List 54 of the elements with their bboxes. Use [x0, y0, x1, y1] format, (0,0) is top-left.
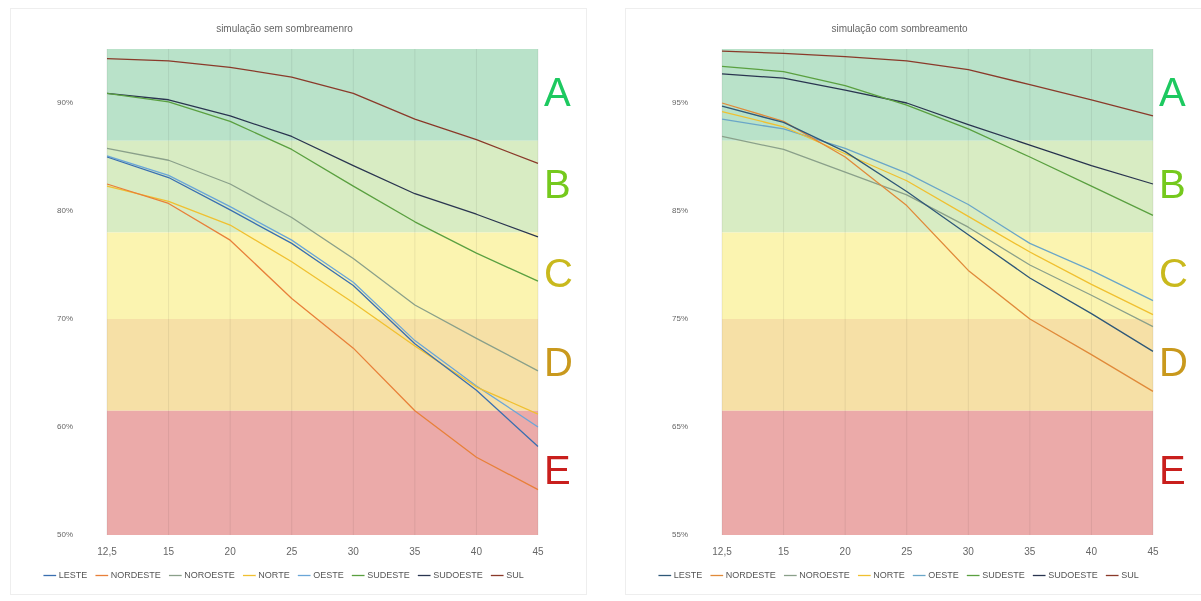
- x-tick-label: 45: [1147, 545, 1159, 557]
- x-tick-label: 40: [470, 545, 483, 557]
- band-label: A: [544, 69, 571, 114]
- x-tick-label: 35: [409, 545, 421, 557]
- band-label: E: [1159, 447, 1186, 492]
- band-label: C: [1159, 250, 1188, 295]
- band-label: D: [544, 339, 573, 384]
- y-tick-label: 60%: [57, 422, 74, 432]
- legend-label: SUDOESTE: [1048, 569, 1098, 580]
- x-tick-label: 35: [1024, 545, 1036, 557]
- y-tick-label: 85%: [672, 206, 689, 216]
- legend-label: NORTE: [873, 569, 905, 580]
- legend-label: OESTE: [313, 569, 344, 580]
- legend-label: SUDESTE: [982, 569, 1025, 580]
- legend-label: NOROESTE: [799, 569, 850, 580]
- legend-label: SUL: [1121, 569, 1139, 580]
- y-tick-label: 90%: [57, 98, 74, 108]
- y-tick-label: 65%: [672, 422, 689, 432]
- y-tick-label: 75%: [672, 314, 689, 324]
- x-tick-label: 40: [1085, 545, 1098, 557]
- legend-label: SUDESTE: [367, 569, 410, 580]
- band-label: B: [1159, 161, 1186, 206]
- chart-title: simulação com sombreamento: [831, 22, 969, 34]
- y-tick-label: 80%: [57, 206, 74, 216]
- x-tick-label: 12,5: [97, 545, 118, 557]
- band-label: D: [1159, 339, 1188, 384]
- legend-label: LESTE: [58, 569, 88, 580]
- x-tick-label: 25: [286, 545, 298, 557]
- x-tick-label: 30: [962, 545, 975, 557]
- band-label: E: [544, 447, 571, 492]
- legend-label: LESTE: [673, 569, 703, 580]
- y-tick-label: 50%: [57, 530, 74, 540]
- x-tick-label: 30: [347, 545, 360, 557]
- legend-label: NOROESTE: [184, 569, 235, 580]
- x-tick-label: 45: [532, 545, 544, 557]
- legend-label: NORDESTE: [110, 569, 161, 580]
- x-tick-label: 15: [778, 545, 790, 557]
- chart-title: simulação sem sombreamenro: [216, 22, 354, 34]
- legend-label: NORDESTE: [725, 569, 776, 580]
- legend-label: SUDOESTE: [433, 569, 483, 580]
- x-tick-label: 25: [901, 545, 913, 557]
- x-tick-label: 20: [839, 545, 852, 557]
- band-label: A: [1159, 69, 1186, 114]
- y-tick-label: 55%: [672, 530, 689, 540]
- x-tick-label: 20: [224, 545, 237, 557]
- x-tick-label: 15: [163, 545, 175, 557]
- legend-label: NORTE: [258, 569, 290, 580]
- y-tick-label: 70%: [57, 314, 74, 324]
- band-label: B: [544, 161, 571, 206]
- y-tick-label: 95%: [672, 98, 689, 108]
- legend-label: OESTE: [928, 569, 959, 580]
- legend-label: SUL: [506, 569, 524, 580]
- x-tick-label: 12,5: [712, 545, 733, 557]
- band-label: C: [544, 250, 573, 295]
